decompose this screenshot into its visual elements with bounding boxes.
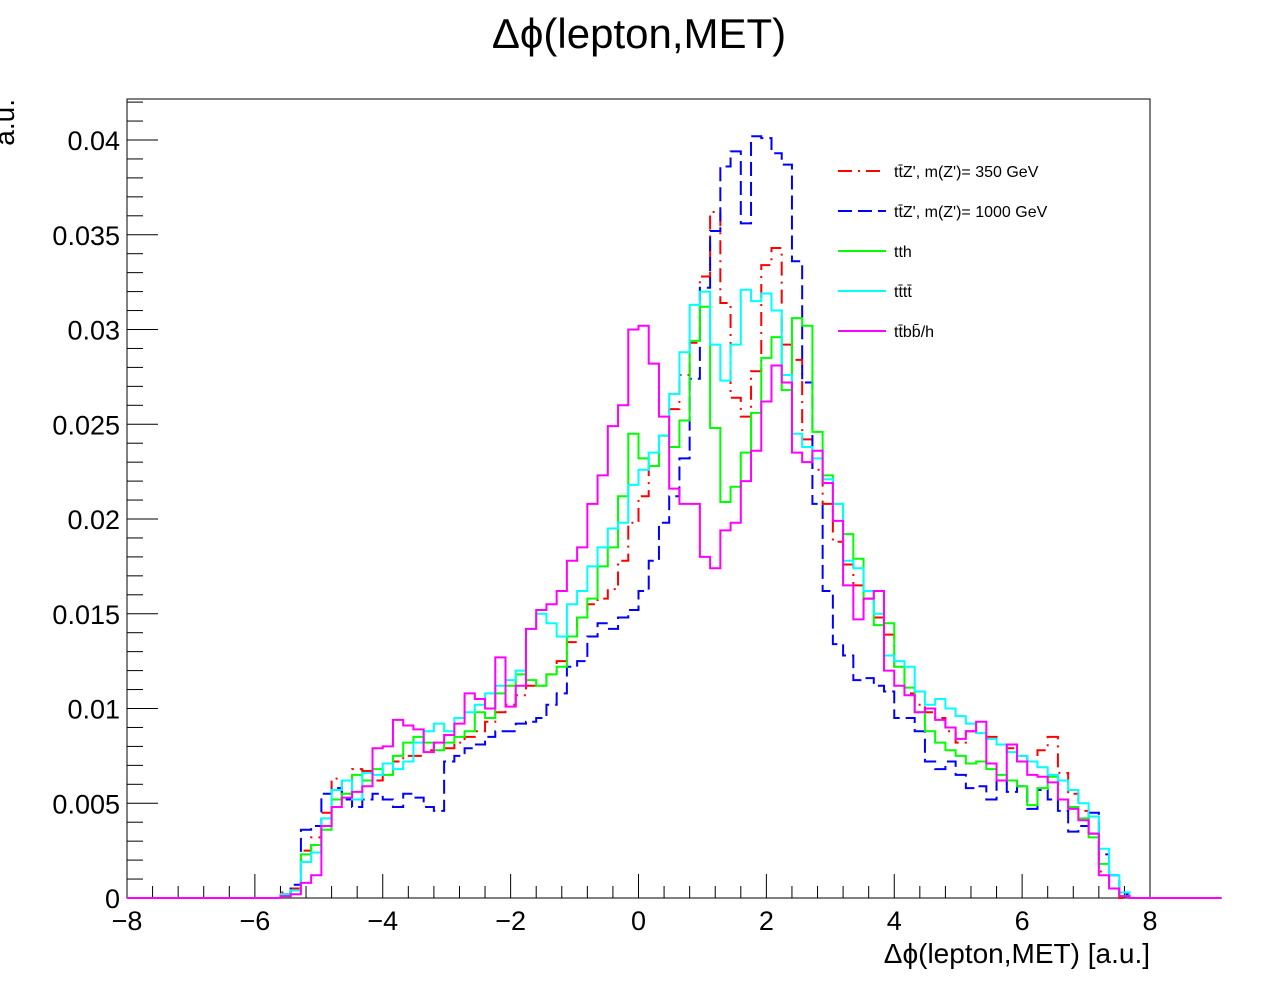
legend-label: tt̄bb̄/h (894, 324, 934, 341)
y-tick-label: 0.005 (52, 789, 120, 819)
x-tick-label: −8 (112, 906, 143, 936)
x-tick-label: 2 (759, 906, 774, 936)
x-tick-label: 4 (887, 906, 902, 936)
x-tick-label: 6 (1015, 906, 1030, 936)
y-axis-label: a.u. (0, 99, 20, 146)
legend-label: tth (894, 244, 912, 261)
x-tick-label: −2 (495, 906, 526, 936)
y-tick-label: 0.015 (52, 600, 120, 630)
x-axis-label: Δϕ(lepton,MET) [a.u.] (884, 938, 1150, 969)
x-tick-label: 0 (631, 906, 646, 936)
series-line (127, 324, 1222, 899)
x-tick-label: −6 (239, 906, 270, 936)
y-tick-label: 0.035 (52, 221, 120, 251)
y-tick-label: 0.025 (52, 410, 120, 440)
x-tick-label: 8 (1142, 906, 1157, 936)
x-tick-label: −4 (367, 906, 398, 936)
y-tick-label: 0.03 (67, 316, 120, 346)
y-tick-label: 0.02 (67, 505, 120, 535)
y-tick-label: 0.04 (67, 126, 120, 156)
legend-label: tt̄tt̄ (894, 284, 912, 301)
legend-label: tt̄Z', m(Z')= 350 GeV (894, 164, 1039, 181)
chart-title: Δϕ(lepton,MET) (492, 10, 786, 57)
tick-labels: −8 −6 −4 −2 0 2 4 6 8 0 0.005 0.01 0.015 0.02 0.025 0.0… (52, 126, 1157, 936)
legend: tt̄Z', m(Z')= 350 GeV tt̄Z', m(Z')= 1000 … (838, 164, 1048, 341)
y-tick-label: 0 (105, 884, 120, 914)
series-group (127, 135, 1222, 899)
legend-label: tt̄Z', m(Z')= 1000 GeV (894, 204, 1048, 221)
axis-ticks (126, 101, 1151, 899)
y-tick-label: 0.01 (67, 695, 120, 725)
